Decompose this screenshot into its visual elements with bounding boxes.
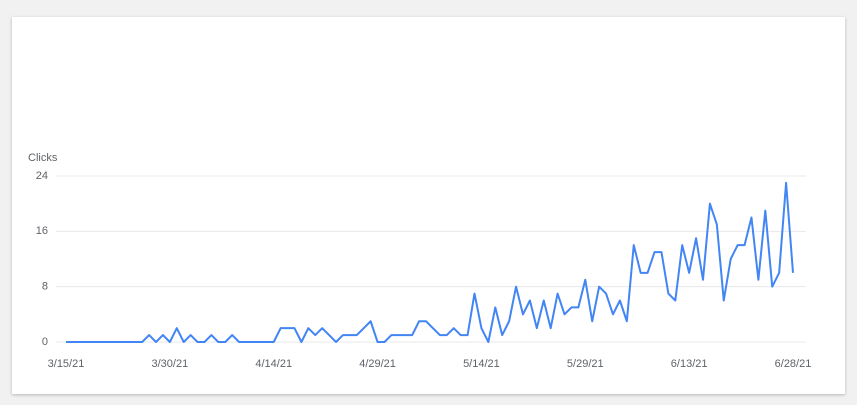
data-line bbox=[66, 181, 794, 343]
y-tick-label: 16 bbox=[36, 225, 48, 237]
y-axis-label: Clicks bbox=[28, 152, 58, 164]
performance-card: Clicks 0 8 16 24 3/15/21 3/30/21 4/14/21 4/29/2… bbox=[12, 17, 845, 394]
x-tick-label: 3/30/21 bbox=[152, 358, 189, 370]
chart: Clicks 0 8 16 24 3/15/21 3/30/21 4/14/21 4/29/2… bbox=[28, 152, 812, 370]
x-tick-label: 4/14/21 bbox=[255, 358, 292, 370]
x-tick-label: 4/29/21 bbox=[359, 358, 396, 370]
x-tick-label: 6/28/21 bbox=[775, 358, 812, 370]
x-tick-label: 5/29/21 bbox=[567, 358, 604, 370]
y-tick-label: 8 bbox=[42, 281, 48, 293]
x-tick-label: 5/14/21 bbox=[463, 358, 500, 370]
x-tick-label: 6/13/21 bbox=[671, 358, 708, 370]
y-tick-label: 0 bbox=[42, 336, 48, 348]
x-tick-label: 3/15/21 bbox=[48, 358, 85, 370]
y-tick-label: 24 bbox=[36, 170, 48, 182]
